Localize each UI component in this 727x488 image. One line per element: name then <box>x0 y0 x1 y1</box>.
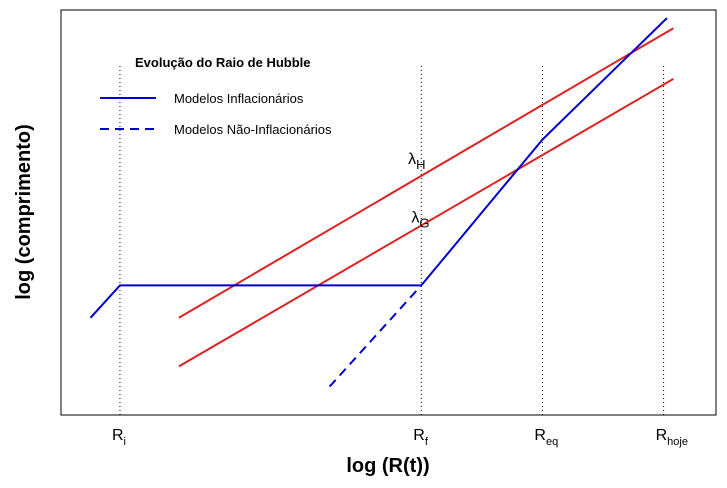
series-line-0 <box>178 27 674 319</box>
series-line-1 <box>178 78 674 368</box>
plot-frame <box>60 9 717 416</box>
reference-lines <box>119 65 665 415</box>
series-line-3 <box>328 284 423 388</box>
series-labels: λH λG <box>408 151 429 231</box>
series-lines <box>89 17 674 388</box>
series-label: λH <box>408 151 425 172</box>
legend: Modelos Inflacionários Modelos Não-Inflac… <box>100 91 332 137</box>
series-label: λG <box>411 210 429 231</box>
x-axis-title: log (R(t)) <box>346 455 429 477</box>
x-tick-label: Rhoje <box>656 427 688 448</box>
x-tick-label: Req <box>534 427 558 448</box>
legend-label: Modelos Não-Inflacionários <box>174 122 332 137</box>
x-tick-label: Rf <box>413 427 429 448</box>
legend-title: Evolução do Raio de Hubble <box>135 55 311 70</box>
legend-label: Modelos Inflacionários <box>174 91 304 106</box>
x-tick-labels: Ri Rf Req Rhoje <box>112 427 688 448</box>
y-axis-title: log (comprimento) <box>13 124 35 300</box>
x-tick-label: Ri <box>112 427 126 448</box>
